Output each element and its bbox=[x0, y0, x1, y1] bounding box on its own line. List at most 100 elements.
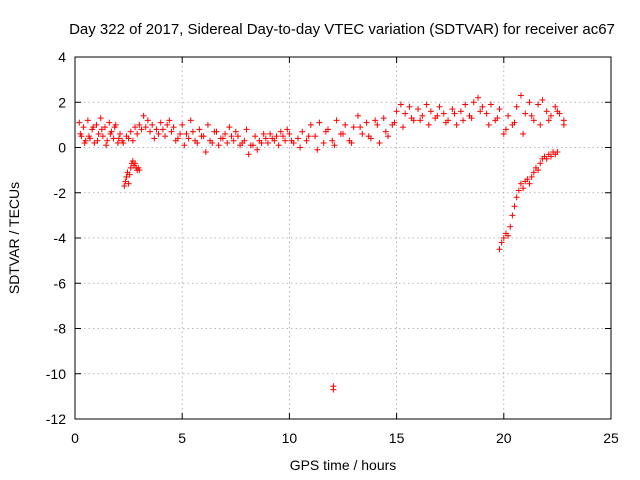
data-point bbox=[279, 133, 286, 140]
data-point bbox=[520, 130, 527, 137]
data-point bbox=[517, 92, 524, 99]
data-point bbox=[277, 128, 284, 135]
data-point bbox=[374, 121, 381, 128]
y-tick-label: -8 bbox=[54, 321, 67, 337]
data-point bbox=[393, 108, 400, 115]
data-point bbox=[162, 133, 169, 140]
data-point bbox=[95, 130, 102, 137]
data-point bbox=[149, 121, 156, 128]
data-point bbox=[77, 130, 84, 137]
data-point bbox=[230, 137, 237, 144]
data-point bbox=[111, 124, 118, 131]
data-point bbox=[177, 130, 184, 137]
data-point bbox=[249, 142, 256, 149]
data-point bbox=[153, 126, 160, 133]
data-point bbox=[102, 124, 109, 131]
data-point bbox=[132, 124, 139, 131]
data-point bbox=[322, 128, 329, 135]
data-point bbox=[520, 185, 527, 192]
data-point bbox=[273, 133, 280, 140]
data-point bbox=[189, 128, 196, 135]
data-point bbox=[535, 101, 542, 108]
data-point bbox=[460, 117, 467, 124]
data-point bbox=[528, 112, 535, 119]
data-points bbox=[76, 92, 567, 393]
data-point bbox=[483, 110, 490, 117]
data-point bbox=[517, 180, 524, 187]
data-point bbox=[262, 135, 269, 142]
data-point bbox=[286, 130, 293, 137]
data-point bbox=[415, 106, 422, 113]
data-point bbox=[526, 180, 533, 187]
data-point bbox=[537, 121, 544, 128]
y-tick-label: -2 bbox=[54, 185, 67, 201]
data-point bbox=[254, 146, 261, 153]
data-point bbox=[457, 108, 464, 115]
data-point bbox=[526, 99, 533, 106]
data-point bbox=[494, 115, 501, 122]
data-point bbox=[90, 124, 97, 131]
data-point bbox=[554, 149, 561, 156]
data-point bbox=[179, 121, 186, 128]
data-point bbox=[342, 121, 349, 128]
data-point bbox=[436, 103, 443, 110]
data-point bbox=[140, 112, 147, 119]
data-point bbox=[530, 169, 537, 176]
data-point bbox=[138, 126, 145, 133]
data-point bbox=[331, 142, 338, 149]
data-point bbox=[312, 133, 319, 140]
data-point bbox=[505, 232, 512, 239]
data-point bbox=[330, 386, 337, 393]
data-point bbox=[207, 137, 214, 144]
data-point bbox=[545, 117, 552, 124]
data-point bbox=[382, 128, 389, 135]
data-point bbox=[507, 223, 514, 230]
data-point bbox=[329, 137, 336, 144]
data-point bbox=[122, 178, 129, 185]
data-point bbox=[552, 103, 559, 110]
data-point bbox=[359, 130, 366, 137]
data-point bbox=[511, 203, 518, 210]
y-tick-label: 2 bbox=[58, 94, 66, 110]
y-tick-label: -10 bbox=[46, 366, 66, 382]
data-point bbox=[500, 235, 507, 241]
data-point bbox=[509, 212, 516, 219]
data-point bbox=[284, 126, 291, 133]
data-point bbox=[81, 139, 88, 146]
data-point bbox=[477, 108, 484, 115]
data-point bbox=[543, 155, 550, 162]
data-point bbox=[500, 130, 507, 137]
data-point bbox=[85, 133, 92, 140]
data-point bbox=[264, 139, 271, 146]
data-point bbox=[172, 137, 179, 144]
data-point bbox=[117, 130, 124, 137]
data-point bbox=[104, 137, 111, 144]
chart-title: Day 322 of 2017, Sidereal Day-to-day VTE… bbox=[69, 21, 615, 38]
x-tick-label: 25 bbox=[603, 430, 619, 446]
data-point bbox=[80, 124, 87, 131]
data-point bbox=[400, 124, 407, 131]
data-point bbox=[166, 117, 173, 124]
y-tick-label: -4 bbox=[54, 230, 67, 246]
data-point bbox=[115, 135, 122, 142]
data-point bbox=[127, 128, 134, 135]
data-point bbox=[196, 126, 203, 133]
data-point bbox=[372, 117, 379, 124]
data-point bbox=[397, 101, 404, 108]
data-point bbox=[468, 115, 475, 122]
data-point bbox=[258, 139, 265, 146]
data-point bbox=[320, 139, 327, 146]
data-point bbox=[547, 153, 554, 160]
data-point bbox=[121, 182, 128, 189]
data-point bbox=[496, 106, 503, 113]
data-point bbox=[402, 110, 409, 117]
data-point bbox=[537, 160, 544, 167]
y-tick-label: -6 bbox=[54, 275, 67, 291]
data-point bbox=[211, 128, 218, 135]
data-point bbox=[168, 128, 175, 135]
data-point bbox=[110, 135, 117, 142]
data-point bbox=[282, 137, 289, 144]
data-point bbox=[485, 121, 492, 128]
data-point bbox=[440, 110, 447, 117]
